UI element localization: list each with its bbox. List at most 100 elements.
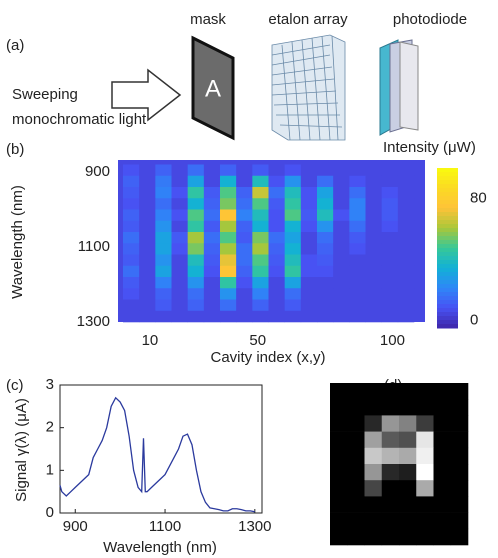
heatmap-cell [139,198,156,210]
heatmap-cell [155,209,172,222]
heatmap-cell [220,243,237,255]
heatmap-cell [139,187,156,199]
heatmap-cell [139,277,156,289]
heatmap-cell [317,209,334,222]
heatmap-cell [349,187,366,199]
heatmap-cell [123,310,140,323]
pixel [330,447,348,465]
heatmap-cell [171,164,188,177]
colorbar-segment [437,276,458,281]
heatmap-cell [171,198,188,210]
heatmap-cell [300,243,318,255]
heatmap-cell [300,187,318,199]
heatmap-cell [397,209,415,222]
heatmap-cell [349,277,366,289]
heatmap-cell [268,220,285,233]
heatmap-cell [236,265,253,278]
heatmap-cell [365,209,382,222]
pixel [450,415,469,432]
heatmap-cell [300,164,318,177]
heatmap-cell [300,254,318,267]
heatmap-cell [139,299,156,312]
pixel [433,383,452,400]
heatmap-cell [236,288,253,300]
heatmap-cell [155,164,172,177]
heatmap-cell [155,310,172,323]
heatmap-cell [252,310,269,323]
x-axis-label: Wavelength (nm) [103,539,217,556]
heatmap-cell [252,265,269,278]
heatmap-cell [397,243,415,255]
pixel [416,415,434,432]
colorbar-segment [437,176,458,181]
heatmap-cell [123,232,140,244]
heatmap-cell [123,220,140,233]
heatmap-cell [252,164,269,177]
pixel [450,383,469,400]
heatmap-cell [171,288,188,300]
heatmap-cell [268,254,285,267]
heatmap-cell [236,220,253,233]
heatmap-cell [123,209,140,222]
panel-label: (c) [6,377,24,394]
heatmap-cell [365,254,382,267]
heatmap-cell [381,220,399,233]
heatmap-cell [317,187,334,199]
pixel [364,464,383,481]
heatmap-cell [381,198,399,210]
heatmap-cell [349,164,366,177]
heatmap-cell [236,299,253,312]
etalon-array [271,34,346,141]
pixel [347,496,365,513]
heatmap-cell [220,299,237,312]
heatmap-cell [203,220,221,233]
heatmap-cell [220,175,237,188]
heatmap-cell [365,288,382,300]
heatmap-cell [300,232,318,244]
heatmap-cell [220,277,237,289]
heatmap-cell [139,265,156,278]
heatmap-cell [333,243,350,255]
heatmap-cell [349,209,366,222]
heatmap-cell [123,265,140,278]
heatmap-cell [203,310,221,323]
x-tick-label: 1100 [149,518,181,535]
heatmap-cell [365,265,382,278]
colorbar-segment [437,252,458,257]
heatmap-cell [203,187,221,199]
heatmap-cell [252,243,269,255]
pixel [416,447,434,465]
heatmap-cell [203,254,221,267]
pixel [364,383,383,400]
pixel [381,464,400,481]
x-tick-label: 1300 [238,518,271,535]
colorbar-segment [437,280,458,285]
colorbar-segment [437,268,458,273]
colorbar-tick-label: 80 [470,189,487,206]
heatmap-cell [268,164,285,177]
heatmap-cell [236,198,253,210]
pixel [416,512,434,530]
heatmap-cell [381,232,399,244]
signal-line [59,396,255,513]
colorbar-segment [437,208,458,213]
heatmap-cell [187,198,205,210]
pixel [364,480,383,497]
heatmap-cell [349,288,366,300]
pixel [416,464,434,481]
heatmap-cell [349,299,366,312]
heatmap-cell [268,232,285,244]
heatmap-cell [365,175,382,188]
pixel [381,512,400,530]
heatmap-cell [300,310,318,323]
heatmap-cell [317,254,334,267]
pixel [330,480,348,497]
colorbar-segment [437,264,458,269]
plot-frame [59,384,263,514]
pixel [381,480,400,497]
heatmap-cell [252,277,269,289]
pixel [450,528,469,546]
heatmap-cell [236,164,253,177]
heatmap-cell [220,265,237,278]
heatmap-cell [155,265,172,278]
